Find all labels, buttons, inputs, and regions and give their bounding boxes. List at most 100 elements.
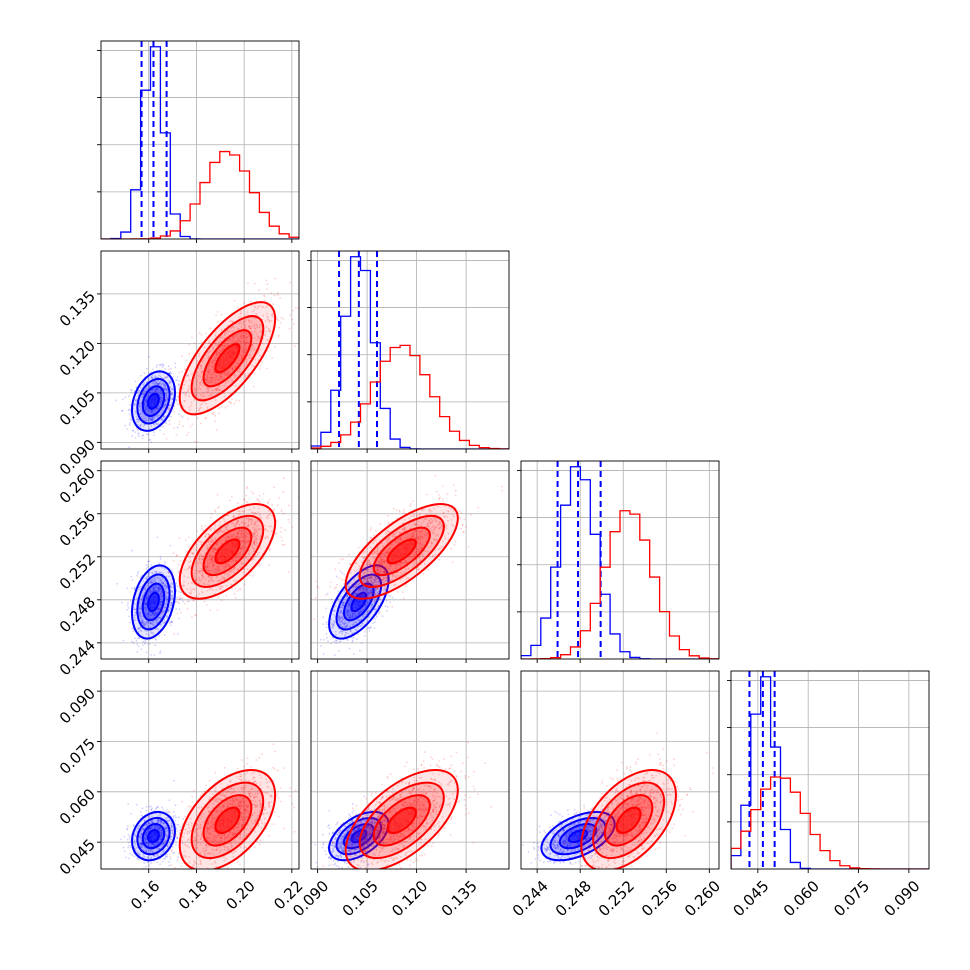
red-sample-point <box>231 368 234 370</box>
blue-sample-point <box>148 409 151 412</box>
blue-sample-point <box>158 581 161 584</box>
blue-sample-point <box>170 372 172 375</box>
blue-sample-point <box>159 394 161 396</box>
blue-sample-point <box>140 423 143 425</box>
red-sample-point <box>409 503 412 505</box>
red-sample-point <box>219 539 222 542</box>
red-sample-point <box>217 585 220 588</box>
red-sample-point <box>249 508 251 511</box>
red-sample-point <box>236 306 239 309</box>
red-sample-point <box>218 579 221 582</box>
red-sample-point <box>260 331 262 333</box>
blue-sample-point <box>141 395 144 398</box>
red-sample-point <box>211 377 214 380</box>
red-sample-point <box>230 320 233 322</box>
red-sample-point <box>188 565 191 568</box>
red-sample-point <box>194 390 196 393</box>
blue-sample-point <box>169 586 172 589</box>
blue-sample-point <box>149 621 152 624</box>
blue-sample-point <box>159 592 162 595</box>
blue-sample-point <box>168 372 171 375</box>
red-sample-point <box>200 403 203 405</box>
blue-sample-point <box>178 617 181 620</box>
red-sample-point <box>214 420 216 422</box>
red-sample-point <box>207 579 210 582</box>
red-sample-point <box>477 506 480 509</box>
red-sample-point <box>159 593 162 596</box>
red-sample-point <box>192 599 195 601</box>
blue-sample-point <box>139 613 142 616</box>
blue-sample-point <box>144 589 147 592</box>
red-sample-point <box>263 295 266 298</box>
blue-sample-point <box>147 585 149 587</box>
blue-sample-point <box>139 612 142 615</box>
red-sample-point <box>276 318 279 320</box>
blue-sample-point <box>149 617 152 620</box>
red-sample-point <box>267 317 270 319</box>
blue-sample-point <box>152 418 154 420</box>
blue-sample-point <box>151 571 153 574</box>
red-sample-point <box>244 373 246 375</box>
red-sample-point <box>207 379 209 382</box>
red-sample-point <box>240 334 242 337</box>
blue-sample-point <box>143 417 146 420</box>
red-sample-point <box>205 378 208 381</box>
red-sample-point <box>253 309 256 311</box>
blue-sample-point <box>150 614 153 617</box>
red-sample-point <box>373 599 376 602</box>
blue-sample-point <box>147 583 149 585</box>
red-sample-point <box>172 405 175 408</box>
blue-sample-point <box>152 580 155 582</box>
red-sample-point <box>212 563 215 566</box>
blue-sample-point <box>162 566 165 569</box>
red-sample-point <box>243 533 246 535</box>
blue-sample-point <box>133 602 136 605</box>
red-sample-point <box>226 528 229 531</box>
blue-sample-point <box>164 587 167 590</box>
red-sample-point <box>248 319 251 322</box>
red-sample-point <box>198 558 201 560</box>
blue-sample-point <box>152 621 155 624</box>
red-sample-point <box>268 525 271 528</box>
blue-sample-point <box>158 589 161 591</box>
blue-sample-point <box>146 594 149 597</box>
blue-sample-point <box>368 630 371 632</box>
red-sample-point <box>227 369 230 372</box>
blue-sample-point <box>153 614 155 617</box>
red-sample-point <box>243 323 246 326</box>
blue-sample-point <box>150 411 153 413</box>
blue-sample-point <box>169 606 172 609</box>
red-sample-point <box>270 292 273 294</box>
blue-sample-point <box>141 659 143 661</box>
red-sample-point <box>238 588 241 590</box>
red-sample-point <box>269 331 271 333</box>
red-sample-point <box>213 547 216 550</box>
blue-sample-point <box>143 402 146 405</box>
blue-sample-point <box>145 613 147 616</box>
blue-sample-point <box>325 636 328 639</box>
blue-sample-point <box>130 575 133 578</box>
red-sample-point <box>240 529 243 532</box>
blue-sample-point <box>151 581 154 584</box>
blue-sample-point <box>154 376 157 379</box>
blue-sample-point <box>145 601 147 604</box>
blue-sample-point <box>157 423 159 425</box>
red-sample-point <box>247 524 250 527</box>
red-sample-point <box>265 325 268 328</box>
blue-sample-point <box>169 367 172 370</box>
red-sample-point <box>178 537 181 539</box>
red-sample-point <box>253 535 256 538</box>
red-sample-point <box>160 612 163 614</box>
blue-sample-point <box>333 640 336 643</box>
red-sample-point <box>249 327 252 330</box>
blue-sample-point <box>159 363 161 366</box>
blue-sample-point <box>353 653 355 656</box>
blue-sample-point <box>165 400 168 402</box>
red-sample-point <box>261 361 264 363</box>
red-sample-point <box>376 598 379 601</box>
blue-sample-point <box>154 577 157 580</box>
red-sample-point <box>247 539 250 542</box>
red-sample-point <box>232 326 235 329</box>
blue-sample-point <box>170 604 173 607</box>
red-sample-point <box>211 557 214 560</box>
